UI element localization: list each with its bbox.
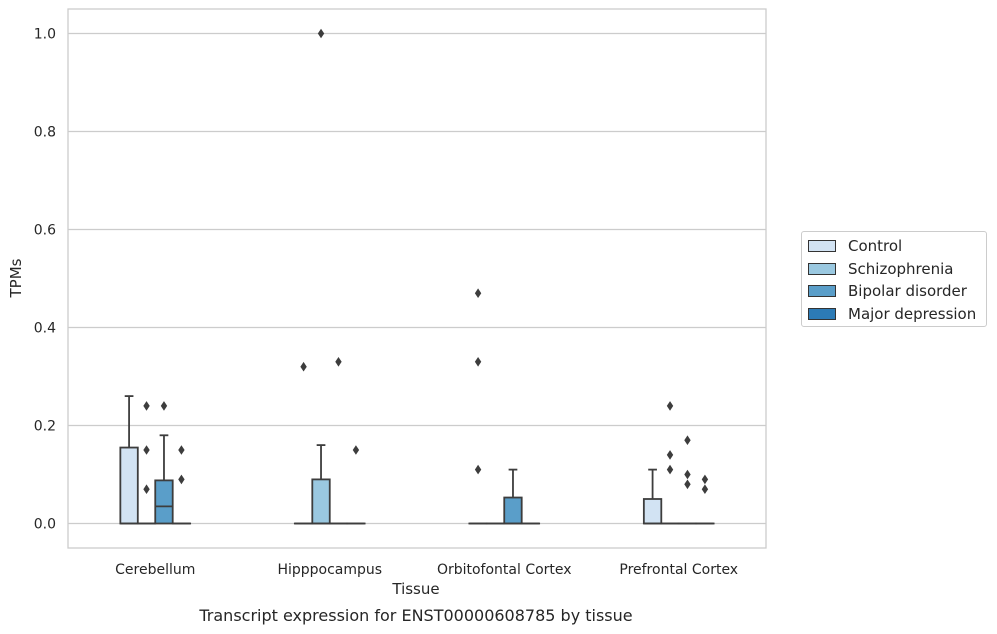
legend-label: Schizophrenia [848, 259, 954, 278]
boxplot-marks [119, 28, 715, 525]
legend-item: Major depression [808, 303, 986, 326]
chart-title: Transcript expression for ENST0000060878… [199, 606, 633, 625]
outlier-point [684, 479, 691, 490]
outlier-point [143, 445, 150, 455]
y-tick-labels: 0.0 0.2 0.4 0.6 0.8 1.0 [34, 27, 56, 533]
box [503, 496, 523, 525]
legend-swatch [808, 240, 836, 253]
legend-item: Schizophrenia [808, 258, 986, 281]
legend-swatch [808, 307, 836, 320]
x-axis-label: Tissue [391, 580, 439, 598]
legend: Control Schizophrenia Bipolar disorder Majo… [801, 231, 987, 327]
outlier-point [143, 484, 150, 494]
outlier-point [474, 464, 482, 475]
outlier-point [474, 288, 482, 298]
y-tick-label: 0.8 [34, 125, 56, 141]
x-tick-labels: Cerebellum Hipppocampus Orbitofontal Corte… [115, 562, 738, 578]
box [642, 498, 663, 525]
outlier-point [684, 435, 691, 445]
y-tick-label: 0.6 [34, 223, 56, 239]
outlier-point [160, 401, 168, 411]
x-tick-label: Orbitofontal Cortex [437, 562, 572, 578]
legend-swatch [808, 262, 836, 275]
outlier-point [666, 401, 674, 411]
outlier-point [317, 28, 325, 39]
outlier-point [474, 357, 482, 367]
legend-label: Bipolar disorder [848, 282, 967, 301]
y-tick-label: 0.0 [34, 517, 56, 533]
outlier-point [666, 464, 674, 475]
legend-label: Major depression [848, 304, 977, 323]
y-axis-label: TPMs [7, 258, 25, 298]
grid-lines [68, 32, 766, 525]
outlier-point [335, 357, 342, 367]
box [154, 479, 174, 525]
box [119, 446, 139, 525]
outlier-point [666, 450, 674, 460]
y-tick-label: 0.4 [34, 321, 56, 337]
x-tick-label: Hipppocampus [277, 562, 382, 578]
legend-swatch [808, 285, 836, 298]
outlier-point [178, 445, 185, 455]
outlier-point [178, 474, 185, 485]
legend-label: Control [848, 237, 903, 256]
outlier-point [143, 401, 150, 411]
plot-frame [67, 8, 767, 549]
outlier-point [300, 361, 307, 372]
outlier-point [701, 474, 709, 485]
outlier-point [701, 484, 709, 494]
legend-item: Bipolar disorder [808, 280, 986, 303]
legend-item: Control [808, 235, 986, 258]
outlier-point [352, 445, 360, 455]
y-tick-label: 0.2 [34, 419, 56, 435]
x-tick-label: Cerebellum [115, 562, 195, 578]
box [311, 478, 331, 525]
x-tick-label: Prefrontal Cortex [619, 562, 738, 578]
y-tick-label: 1.0 [34, 27, 56, 43]
outlier-point [684, 469, 691, 480]
